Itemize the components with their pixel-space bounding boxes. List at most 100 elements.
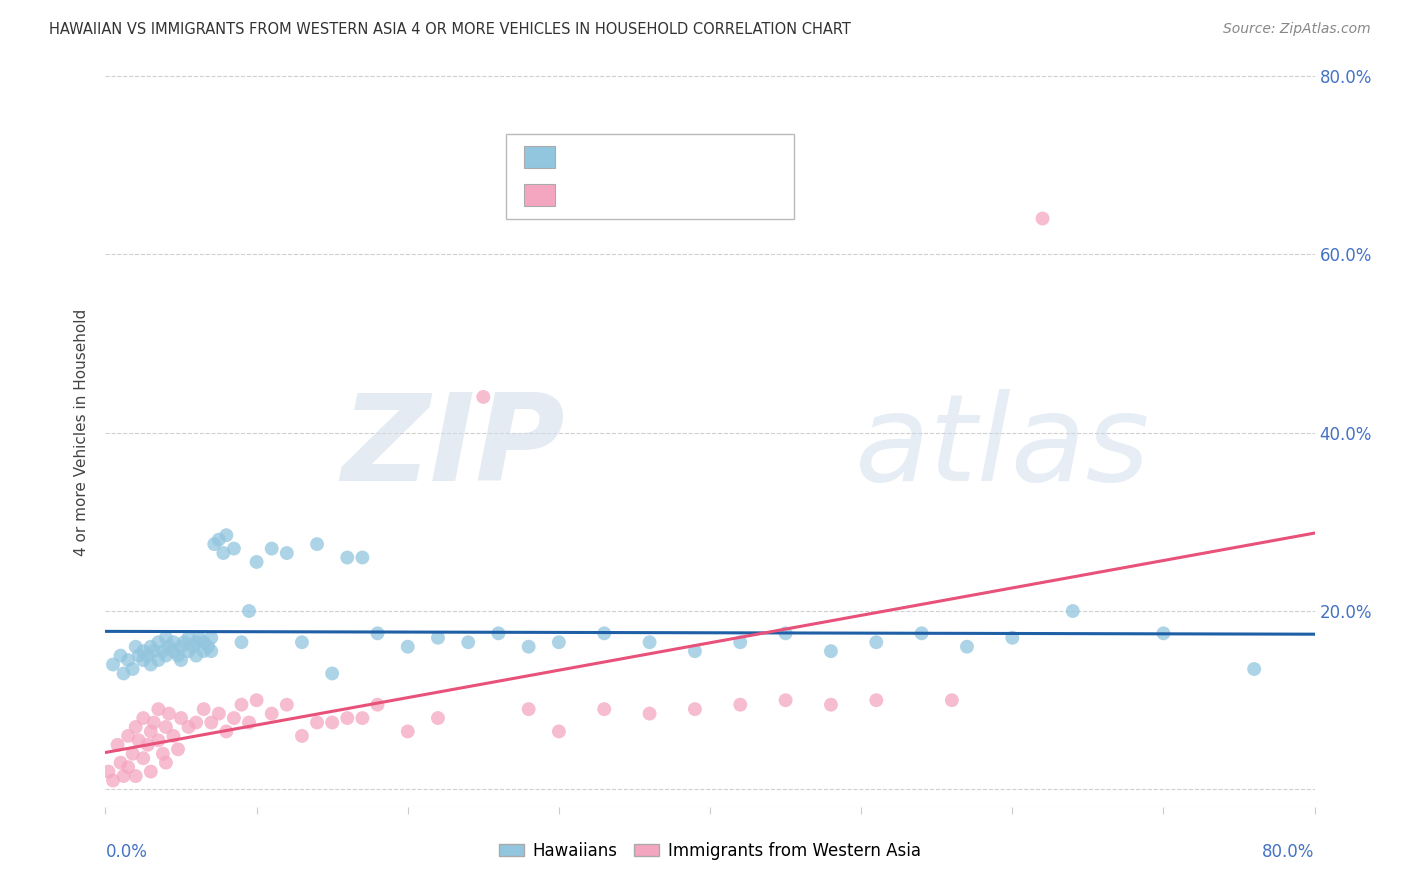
Point — [148, 653, 170, 667]
Point — [170, 640, 193, 654]
Point — [352, 550, 374, 565]
Point — [128, 733, 150, 747]
Point — [260, 706, 283, 721]
Point — [775, 693, 797, 707]
Point — [136, 738, 159, 752]
Point — [200, 715, 222, 730]
Point — [1032, 211, 1054, 226]
Point — [101, 773, 124, 788]
Legend: Hawaiians, Immigrants from Western Asia: Hawaiians, Immigrants from Western Asia — [492, 835, 928, 866]
Point — [170, 653, 193, 667]
Point — [865, 635, 887, 649]
Point — [186, 715, 208, 730]
Point — [112, 769, 135, 783]
Point — [307, 715, 329, 730]
Point — [142, 644, 165, 658]
Point — [193, 702, 215, 716]
Point — [139, 640, 162, 654]
Point — [112, 666, 135, 681]
Point — [291, 635, 314, 649]
Point — [336, 711, 359, 725]
Point — [238, 715, 260, 730]
Point — [593, 702, 616, 716]
Text: N =: N = — [668, 186, 704, 204]
Point — [366, 626, 388, 640]
Point — [197, 640, 219, 654]
Point — [121, 747, 143, 761]
Point — [215, 528, 238, 542]
Point — [124, 640, 148, 654]
Point — [148, 702, 170, 716]
Point — [427, 711, 450, 725]
Point — [177, 720, 200, 734]
Point — [136, 648, 159, 663]
Point — [366, 698, 388, 712]
Point — [548, 635, 571, 649]
Point — [152, 747, 174, 761]
Text: R =: R = — [562, 148, 599, 166]
Point — [155, 756, 177, 770]
Point — [1243, 662, 1265, 676]
Text: 58: 58 — [707, 186, 728, 204]
Point — [139, 724, 162, 739]
Text: N =: N = — [668, 148, 704, 166]
Point — [162, 635, 184, 649]
Point — [517, 702, 540, 716]
Text: atlas: atlas — [855, 389, 1150, 506]
Point — [1153, 626, 1175, 640]
Y-axis label: 4 or more Vehicles in Household: 4 or more Vehicles in Household — [75, 309, 90, 557]
Point — [117, 729, 139, 743]
Point — [162, 729, 184, 743]
Point — [139, 764, 162, 779]
Point — [193, 635, 215, 649]
Point — [638, 706, 661, 721]
Point — [132, 711, 155, 725]
Point — [173, 635, 195, 649]
Point — [117, 653, 139, 667]
Point — [157, 706, 180, 721]
Point — [132, 653, 155, 667]
Point — [260, 541, 283, 556]
Point — [124, 720, 148, 734]
Point — [132, 751, 155, 765]
Point — [200, 631, 222, 645]
Point — [208, 706, 231, 721]
Point — [110, 756, 132, 770]
Point — [238, 604, 260, 618]
Point — [276, 546, 298, 560]
Point — [155, 648, 177, 663]
Point — [911, 626, 934, 640]
Point — [1062, 604, 1084, 618]
Point — [396, 724, 419, 739]
Point — [155, 720, 177, 734]
Point — [110, 648, 132, 663]
Point — [132, 644, 155, 658]
Point — [162, 644, 184, 658]
Point — [215, 724, 238, 739]
Point — [202, 537, 225, 551]
Point — [246, 693, 269, 707]
Point — [352, 711, 374, 725]
Point — [457, 635, 479, 649]
Point — [157, 640, 180, 654]
Point — [321, 715, 343, 730]
Text: 80.0%: 80.0% — [1263, 843, 1315, 861]
Point — [170, 711, 193, 725]
Point — [177, 631, 200, 645]
Text: 0.0%: 0.0% — [105, 843, 148, 861]
Point — [181, 640, 204, 654]
Point — [820, 644, 842, 658]
Text: 0.110: 0.110 — [605, 148, 652, 166]
Point — [121, 662, 143, 676]
Point — [291, 729, 314, 743]
Point — [97, 764, 120, 779]
Point — [820, 698, 842, 712]
Point — [222, 541, 245, 556]
Point — [107, 738, 129, 752]
Point — [231, 635, 253, 649]
Point — [177, 644, 200, 658]
Point — [142, 715, 165, 730]
Point — [208, 533, 231, 547]
Point — [730, 698, 752, 712]
Point — [775, 626, 797, 640]
